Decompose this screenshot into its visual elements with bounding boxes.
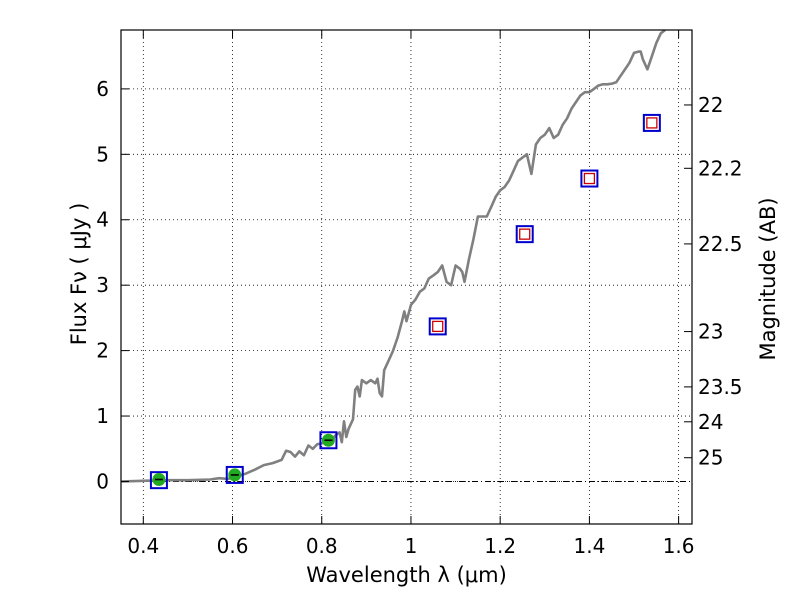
y-axis-label: Flux Fν ( μJy ) [67, 203, 91, 346]
x-tick-label: 0.6 [217, 534, 249, 558]
model-photometry-square [515, 225, 534, 244]
y2-axis-label: Magnitude (AB) [756, 197, 780, 360]
y2-tick-label: 22.2 [698, 156, 743, 180]
y2-tick-label: 25 [698, 446, 723, 470]
spectrum-line [121, 30, 666, 483]
model-photometry-square [580, 169, 599, 188]
grid-lines [121, 30, 692, 524]
axis-ticks: 0.4 0.6 0.8 1 1.2 1.4 1.601234562222.222.52323… [96, 30, 743, 558]
plot-frame [120, 29, 693, 525]
model-photometry-square [428, 317, 447, 336]
model-photometry-inner-square [583, 172, 596, 185]
x-axis-label: Wavelength λ (μm) [306, 563, 507, 587]
model-photometry-square [149, 471, 168, 490]
y-tick-label: 4 [96, 208, 109, 232]
y2-tick-label: 23.5 [698, 375, 743, 399]
y-tick-label: 1 [96, 404, 109, 428]
y2-tick-label: 24 [698, 410, 723, 434]
x-tick-label: 0.8 [306, 534, 338, 558]
x-tick-label: 1 [405, 534, 418, 558]
x-tick-label: 1.6 [663, 534, 695, 558]
y-tick-label: 3 [96, 273, 109, 297]
spectrum-layer [121, 30, 666, 483]
y2-tick-label: 22.5 [698, 232, 743, 256]
x-tick-label: 1.2 [484, 534, 516, 558]
x-tick-label: 1.4 [573, 534, 605, 558]
y-tick-label: 6 [96, 77, 109, 101]
y-tick-label: 0 [96, 469, 109, 493]
model-photometry-inner-square [519, 228, 531, 240]
model-photometry-inner-square [432, 320, 444, 333]
y2-tick-label: 22 [698, 93, 723, 117]
model-photometry-square [225, 465, 244, 484]
y-tick-label: 5 [96, 142, 109, 166]
model-photometry-inner-square [646, 117, 658, 129]
model-photometry-square [319, 431, 338, 450]
x-tick-label: 0.4 [127, 534, 159, 558]
model-photometry-square [642, 113, 661, 132]
y-tick-label: 2 [96, 339, 109, 363]
photometry-markers [149, 113, 661, 490]
y2-tick-label: 23 [698, 320, 723, 344]
